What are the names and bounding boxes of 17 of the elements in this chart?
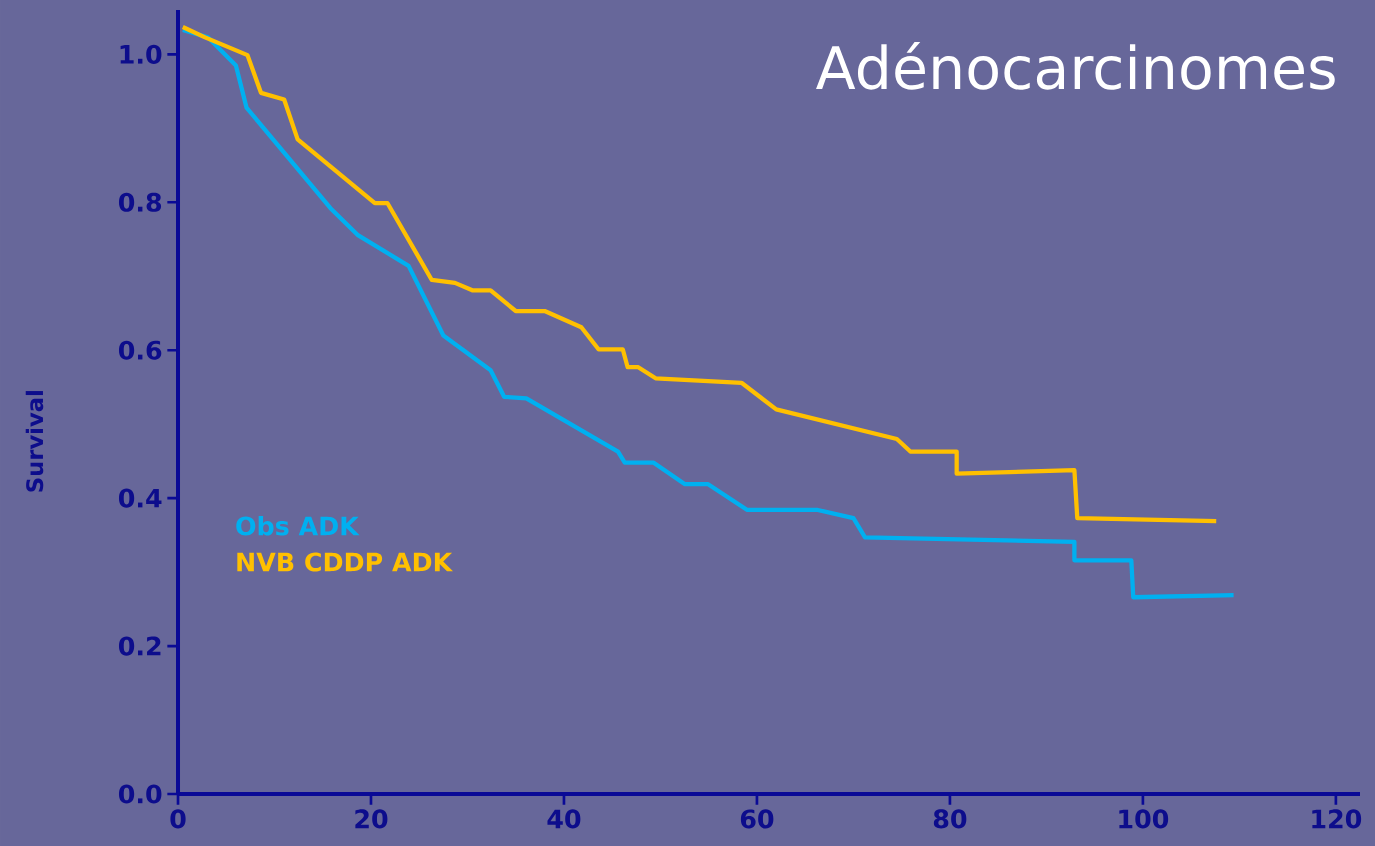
x-tick-label: 40: [547, 809, 581, 829]
x-tick-label: 80: [933, 809, 967, 829]
x-tick-label: 0: [170, 809, 186, 829]
y-tick-label: 0.4: [118, 488, 162, 508]
x-tick-label: 20: [355, 809, 388, 829]
x-tick-label: 60: [740, 809, 774, 829]
y-tick-label: 0.0: [118, 784, 162, 804]
x-tick-label: 100: [1119, 809, 1169, 829]
y-axis-title: Survival: [25, 391, 44, 492]
chart-title: Adénocarcinomes: [816, 42, 1335, 90]
y-tick-label: 0.8: [118, 192, 162, 212]
text: NVB CDDP ADK: [237, 552, 453, 572]
y-tick-label: 1.0: [120, 44, 162, 64]
y-tick-label: 0.6: [118, 340, 162, 360]
text: Obs ADK: [236, 515, 360, 536]
y-tick-label: 0.2: [118, 636, 161, 656]
x-tick-label: 120: [1312, 809, 1362, 829]
